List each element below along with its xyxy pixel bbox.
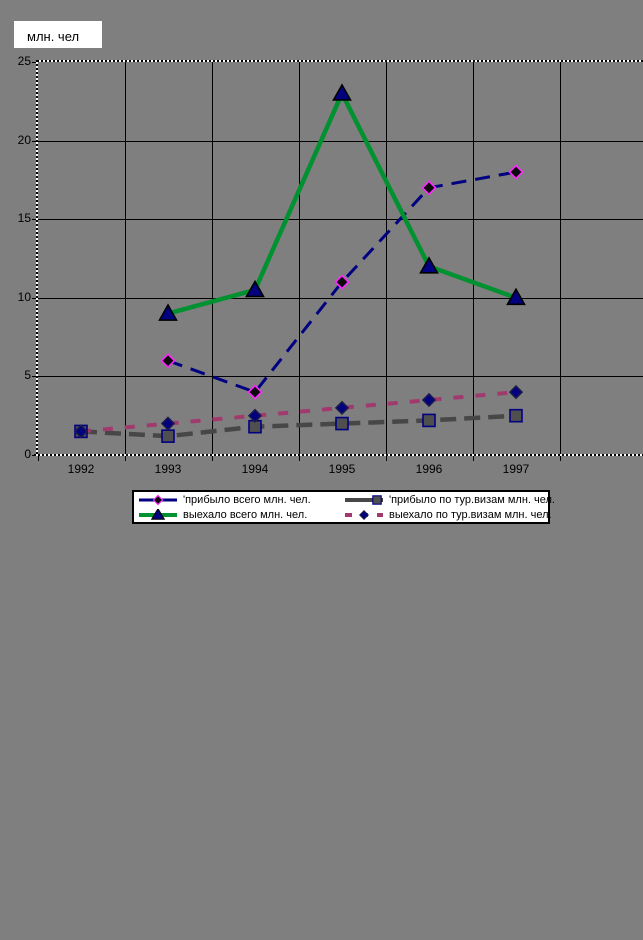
data-point-marker — [506, 287, 526, 306]
legend-item-departed-tourist-visa: выехало по тур.визам млн. чел. — [340, 507, 555, 522]
series-line — [167, 170, 517, 394]
y-axis-line — [36, 60, 38, 456]
data-point-marker — [150, 508, 166, 520]
data-point-marker — [372, 494, 382, 505]
plot-area — [32, 62, 643, 461]
legend-label: выехало всего млн. чел. — [183, 508, 308, 521]
legend-label: 'прибыло всего млн. чел. — [183, 493, 311, 506]
chart-legend: 'прибыло всего млн. чел. 'прибыло по тур… — [132, 490, 555, 524]
x-axis-tick-label: 1992 — [67, 462, 95, 476]
legend-key-arrived-total-icon — [139, 494, 177, 505]
chart-object[interactable]: млн. чел 0 5 10 15 20 25 1992 1993 1994 1995 1996 1… — [0, 0, 643, 535]
data-point-marker — [245, 279, 265, 298]
data-point-marker — [332, 83, 352, 101]
legend-item-departed-total: выехало всего млн. чел. — [134, 507, 340, 522]
data-point-marker — [508, 384, 524, 400]
data-point-marker — [509, 408, 523, 423]
plot-border-top — [37, 60, 643, 62]
data-point-marker — [508, 164, 524, 180]
y-axis-tick-label: 0 — [24, 447, 31, 461]
data-point-marker — [334, 400, 350, 415]
data-point-marker — [160, 416, 176, 431]
x-axis-tick-label: 1996 — [415, 462, 443, 476]
legend-item-arrived-total: 'прибыло всего млн. чел. — [134, 492, 340, 507]
x-axis-tick-label: 1995 — [328, 462, 356, 476]
legend-label: выехало по тур.визам млн. чел. — [389, 508, 552, 521]
data-point-marker — [335, 416, 349, 431]
data-point-marker — [158, 303, 178, 321]
y-axis-tick-label: 20 — [17, 132, 31, 147]
data-point-marker — [334, 274, 350, 290]
chart-title: млн. чел — [14, 21, 102, 48]
data-point-marker — [160, 353, 176, 369]
chart-title-text: млн. чел — [27, 29, 80, 44]
data-point-marker — [73, 424, 89, 439]
data-point-marker — [247, 408, 263, 423]
legend-key-arrived-tourist-visa-icon — [345, 494, 383, 505]
data-point-marker — [152, 494, 164, 505]
data-point-marker — [421, 180, 437, 196]
series-line — [80, 390, 517, 434]
y-axis-tick-label: 5 — [24, 368, 31, 383]
y-axis-tick-label: 10 — [17, 289, 31, 304]
data-point-marker — [421, 392, 437, 408]
data-point-marker — [247, 384, 263, 400]
legend-item-arrived-tourist-visa: 'прибыло по тур.визам млн. чел. — [340, 492, 555, 507]
data-point-marker — [422, 413, 436, 428]
legend-label: 'прибыло по тур.визам млн. чел. — [389, 493, 555, 506]
x-axis-line — [34, 454, 643, 456]
y-axis-tick-label: 25 — [17, 54, 31, 68]
x-axis-tick-label: 1997 — [502, 462, 530, 476]
legend-key-departed-tourist-visa-icon — [345, 509, 383, 520]
x-axis-tick-label: 1994 — [241, 462, 269, 476]
x-axis-tick-label: 1993 — [154, 462, 182, 476]
legend-key-departed-total-icon — [139, 508, 177, 520]
data-point-marker — [161, 429, 175, 443]
y-axis-tick-label: 15 — [17, 211, 31, 226]
data-point-marker — [359, 509, 369, 520]
data-point-marker — [419, 256, 439, 274]
series-line — [80, 413, 517, 439]
